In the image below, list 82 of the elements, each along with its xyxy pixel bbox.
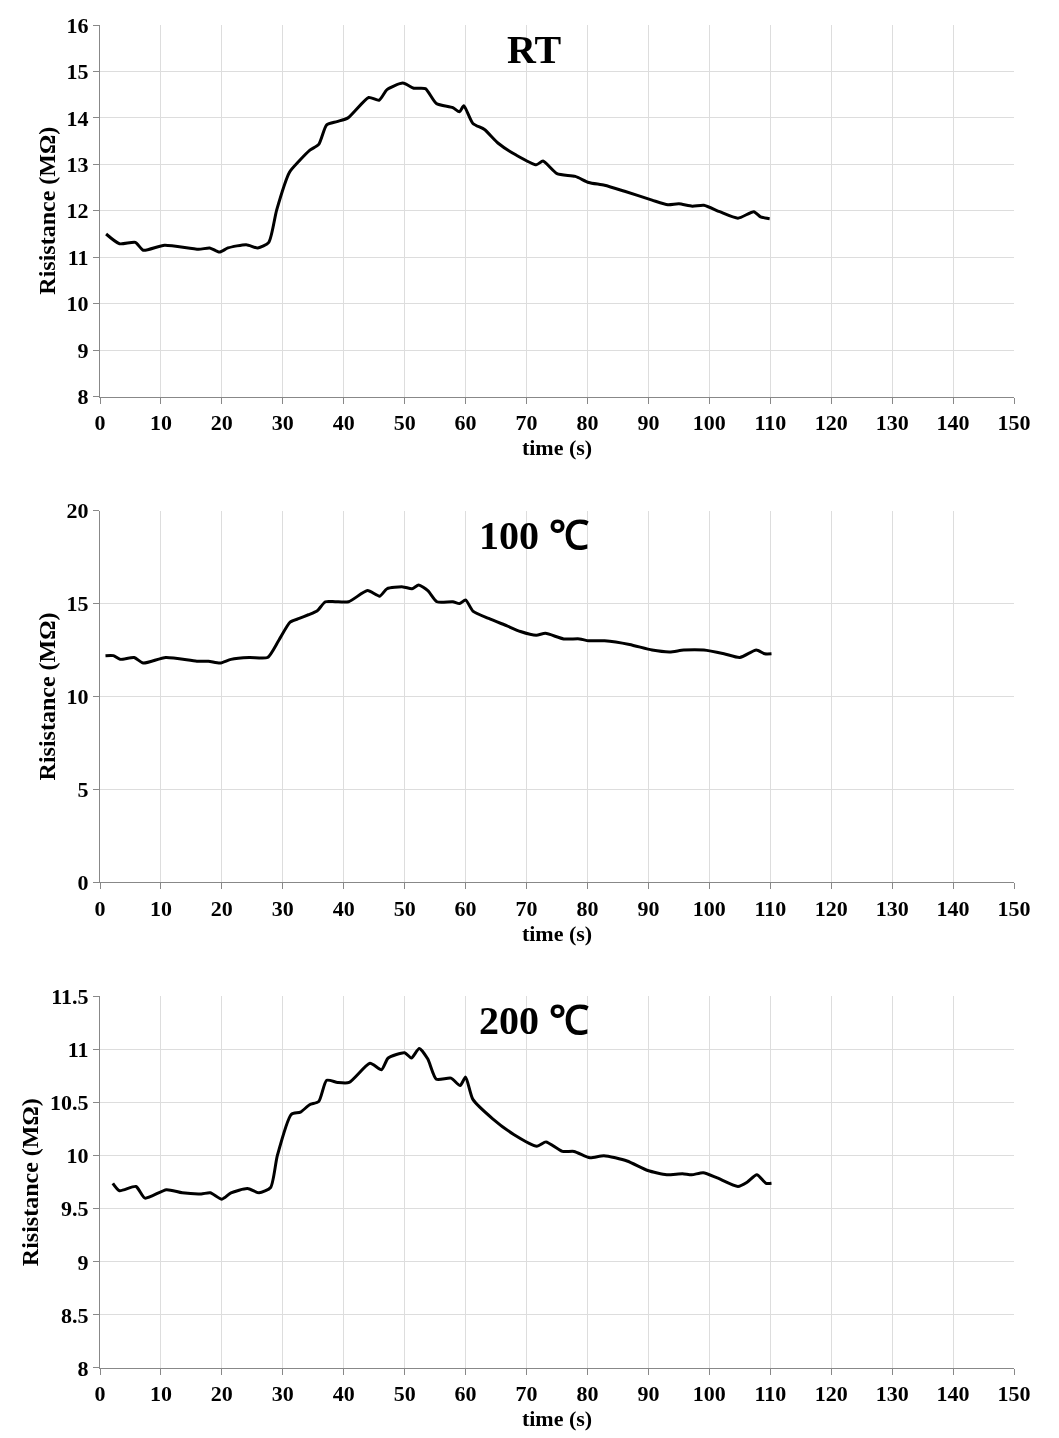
x-tick-label: 120 [814,1381,848,1407]
x-tick-label: 20 [210,409,233,435]
y-tick-label: 11 [67,1037,89,1063]
line-series [103,583,773,665]
y-tick-label: 8 [77,384,89,410]
x-tick-label: 70 [515,895,538,921]
y-tick-label: 14 [66,105,89,131]
x-axis-title: time (s) [521,1406,593,1432]
y-tick-label: 15 [66,59,89,85]
x-axis-title: time (s) [521,434,593,460]
chart-title: 200 ℃ [479,998,589,1043]
x-tick-label: 40 [332,409,355,435]
x-tick-label: 0 [94,1381,106,1407]
y-axis-title: Risistance (MΩ) [17,1098,44,1267]
chart-title: RT [507,27,562,72]
x-tick-label: 30 [271,1381,294,1407]
x-tick-label: 60 [454,895,477,921]
x-tick-label: 120 [814,409,848,435]
x-tick-label: 150 [997,1381,1031,1407]
y-tick-label: 10.5 [50,1090,89,1116]
x-tick-label: 90 [637,895,660,921]
x-tick-label: 150 [997,409,1031,435]
x-tick-label: 140 [936,1381,970,1407]
x-tick-label: 30 [271,895,294,921]
y-tick-label: 0 [77,869,89,895]
x-tick-label: 70 [515,1381,538,1407]
x-tick-label: 60 [454,1381,477,1407]
x-tick-label: 30 [271,409,294,435]
x-tick-label: 10 [149,1381,172,1407]
x-tick-label: 10 [149,895,172,921]
x-axis-title: time (s) [521,920,593,946]
x-tick-label: 130 [875,1381,909,1407]
line-series [104,81,772,254]
y-tick-label: 9.5 [61,1196,89,1222]
y-axis-title: Risistance (MΩ) [33,126,60,295]
y-tick-label: 10 [66,1143,89,1169]
x-tick-label: 40 [332,1381,355,1407]
y-tick-label: 12 [66,198,89,224]
y-tick-label: 5 [77,777,89,803]
x-tick-label: 90 [637,1381,660,1407]
x-tick-label: 20 [210,1381,233,1407]
x-tick-label: 110 [754,895,787,921]
chart-title: 100 ℃ [479,513,589,558]
x-tick-label: 80 [576,409,599,435]
x-tick-label: 130 [875,895,909,921]
y-tick-label: 8 [77,1355,89,1381]
x-tick-label: 110 [754,1381,787,1407]
x-tick-label: 100 [692,1381,726,1407]
x-tick-label: 140 [936,409,970,435]
x-tick-label: 50 [393,409,416,435]
line-series [111,1046,773,1201]
y-tick-label: 11.5 [51,984,89,1010]
x-tick-label: 50 [393,895,416,921]
y-tick-label: 10 [66,684,89,710]
x-tick-label: 10 [149,409,172,435]
y-tick-label: 8.5 [61,1302,89,1328]
x-tick-label: 40 [332,895,355,921]
y-tick-label: 11 [67,244,89,270]
y-tick-label: 9 [77,1249,89,1275]
x-tick-label: 90 [637,409,660,435]
x-tick-label: 100 [692,409,726,435]
y-tick-label: 16 [66,12,89,38]
x-tick-label: 60 [454,409,477,435]
x-tick-label: 50 [393,1381,416,1407]
y-tick-label: 9 [77,337,89,363]
y-tick-label: 15 [66,591,89,617]
x-tick-label: 80 [576,895,599,921]
y-axis-title: Risistance (MΩ) [33,612,60,781]
y-tick-label: 20 [66,498,89,524]
y-tick-label: 10 [66,291,89,317]
x-tick-label: 120 [814,895,848,921]
x-tick-label: 20 [210,895,233,921]
y-tick-label: 13 [66,152,89,178]
x-tick-label: 70 [515,409,538,435]
x-tick-label: 100 [692,895,726,921]
x-tick-label: 80 [576,1381,599,1407]
x-tick-label: 130 [875,409,909,435]
x-tick-label: 0 [94,895,106,921]
x-tick-label: 0 [94,409,106,435]
x-tick-label: 110 [754,409,787,435]
x-tick-label: 140 [936,895,970,921]
x-tick-label: 150 [997,895,1031,921]
